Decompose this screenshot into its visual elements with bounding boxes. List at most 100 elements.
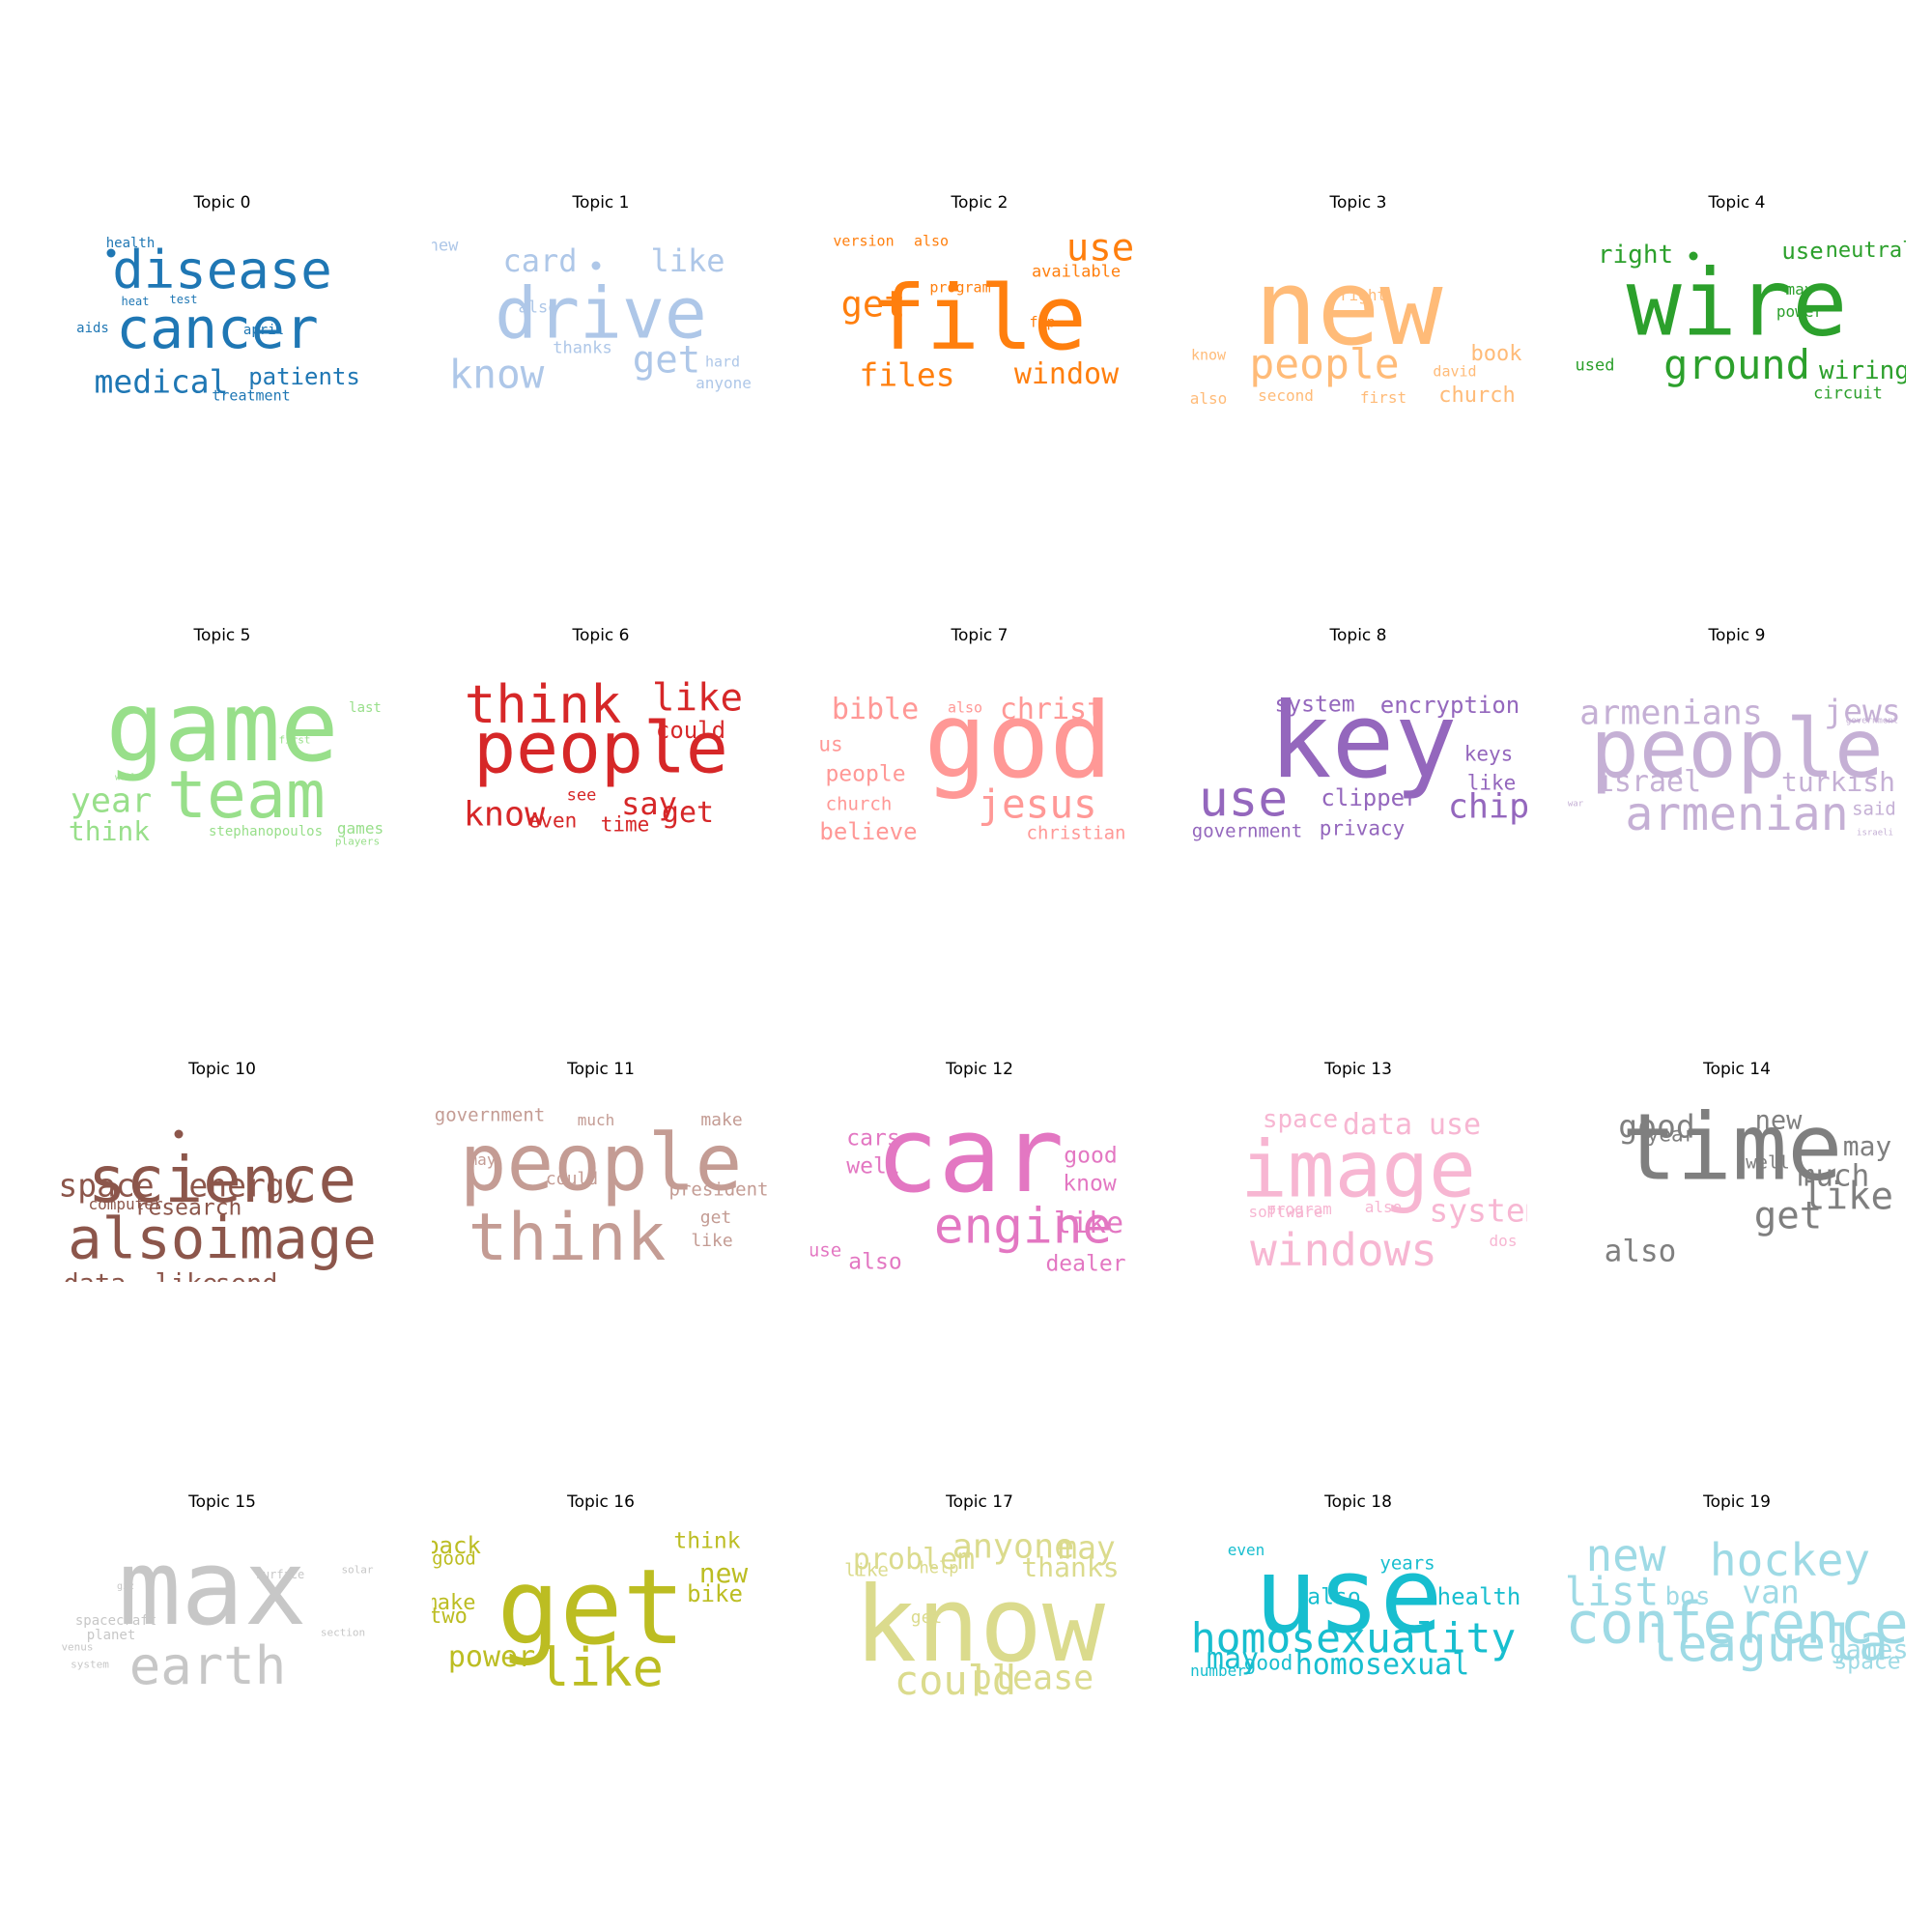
- wordcloud-word: power: [1776, 302, 1824, 321]
- wordcloud-word: good: [1618, 1107, 1695, 1146]
- wordcloud-word: know: [1063, 1171, 1117, 1197]
- wordcloud: key use chip system encryption keys like clippe…: [1189, 655, 1527, 848]
- wordcloud-word: government: [1191, 820, 1303, 842]
- wordcloud-word: may: [1058, 1528, 1116, 1567]
- wordcloud-word: also: [1307, 1584, 1361, 1610]
- panel-title: Topic 8: [1329, 626, 1387, 645]
- wordcloud: science alsoimage space energy computer resea…: [53, 1089, 391, 1282]
- wordcloud-word: get: [497, 1548, 686, 1668]
- wordcloud-word: armenians: [1579, 694, 1763, 733]
- wordcloud-word: use: [1428, 1108, 1482, 1142]
- wordcloud-dot: [174, 1129, 184, 1139]
- wordcloud-word: neutral: [1825, 239, 1906, 263]
- wordcloud-word: games: [1830, 1634, 1906, 1665]
- wordcloud-word: system: [1429, 1191, 1527, 1230]
- wordcloud-word: get: [1753, 1194, 1823, 1238]
- wordcloud: car engine cars well good know like use also deal…: [810, 1089, 1149, 1282]
- wordcloud-panel-topic-7: Topic 7 god jesus bible christ also us people ch…: [810, 626, 1149, 848]
- wordcloud-word: government: [434, 1104, 546, 1126]
- wordcloud-word: team: [167, 757, 326, 834]
- panel-title: Topic 16: [567, 1492, 635, 1512]
- wordcloud-word: card: [502, 242, 578, 279]
- wordcloud-word: jesus: [978, 781, 1097, 828]
- panel-title: Topic 5: [193, 626, 251, 645]
- wordcloud-word: christian: [1026, 822, 1126, 844]
- wordcloud-word: people: [1249, 340, 1400, 389]
- wordcloud-word: get: [840, 283, 906, 326]
- wordcloud-word: even: [1227, 1541, 1265, 1559]
- wordcloud-word: right: [1597, 241, 1674, 270]
- wordcloud-word: use: [1198, 771, 1289, 829]
- wordcloud-word: earth: [128, 1635, 287, 1696]
- wordcloud-word: please: [971, 1659, 1094, 1698]
- wordcloud-word: god: [923, 681, 1113, 802]
- panel-title: Topic 3: [1329, 193, 1387, 213]
- wordcloud: max earth surface solar giz spacecraft planet v…: [53, 1521, 391, 1715]
- wordcloud-word: image: [1240, 1124, 1476, 1216]
- wordcloud-word: new: [1254, 248, 1443, 369]
- wordcloud-word: like: [1803, 1175, 1893, 1219]
- wordcloud-panel-topic-1: Topic 1 drive card like know get new also thanks…: [432, 193, 770, 415]
- panel-title: Topic 1: [572, 193, 630, 213]
- wordcloud-dot: [1689, 251, 1698, 261]
- wordcloud-word: also: [1364, 1198, 1403, 1216]
- wordcloud-word: science: [87, 1143, 357, 1217]
- wordcloud-word: health: [1436, 1583, 1521, 1610]
- wordcloud-word: new: [432, 236, 459, 256]
- wordcloud-word: say: [621, 785, 677, 822]
- wordcloud-word: like: [155, 1271, 217, 1283]
- wordcloud-word: giz: [116, 1581, 135, 1592]
- wordcloud-word: israel: [1596, 765, 1702, 799]
- wordcloud-word: israeli: [1857, 828, 1893, 838]
- wordcloud-word: armenian: [1625, 787, 1849, 841]
- wordcloud-word: heat: [121, 295, 150, 308]
- wordcloud-word: us: [818, 732, 843, 756]
- wordcloud-word: year: [1646, 1122, 1696, 1147]
- wordcloud-word: treatment: [212, 386, 291, 405]
- wordcloud-word: league: [1647, 1616, 1827, 1674]
- wordcloud-word: hard: [704, 353, 741, 371]
- wordcloud-word: also: [1604, 1234, 1677, 1269]
- wordcloud-word: anyone: [952, 1527, 1075, 1567]
- wordcloud-word: chip: [1447, 787, 1527, 827]
- wordcloud-word: keys: [1463, 742, 1514, 766]
- wordcloud-word: like: [650, 242, 725, 279]
- wordcloud-word: good: [1243, 1651, 1293, 1675]
- wordcloud-word: see: [566, 785, 597, 806]
- wordcloud: people armenians jews armenian israel turkish…: [1568, 655, 1906, 848]
- wordcloud-panel-topic-12: Topic 12 car engine cars well good know like use…: [810, 1060, 1149, 1282]
- wordcloud-word: dos: [1489, 1232, 1518, 1250]
- wordcloud-word: stephanopoulos: [208, 824, 324, 839]
- wordcloud-word: may: [1842, 1130, 1892, 1162]
- wordcloud-word: president: [668, 1179, 769, 1201]
- wordcloud-panel-topic-5: Topic 5 game team year think last first well ste…: [53, 626, 391, 848]
- wordcloud-word: thanks: [553, 338, 612, 358]
- wordcloud-panel-topic-9: Topic 9 people armenians jews armenian israel…: [1568, 626, 1906, 848]
- wordcloud-word: version: [833, 232, 895, 250]
- wordcloud: know could please problem anyone may like help t…: [810, 1521, 1149, 1715]
- wordcloud-word: new: [698, 1557, 749, 1589]
- panel-title: Topic 11: [567, 1060, 635, 1079]
- wordcloud-word: available: [1031, 262, 1122, 282]
- wordcloud-word: venus: [61, 1640, 94, 1654]
- wordcloud-word: david: [1433, 362, 1477, 381]
- wordcloud-word: church: [1438, 384, 1516, 408]
- wordcloud-word: energy: [188, 1166, 304, 1205]
- wordcloud-dot: [591, 261, 601, 270]
- wordcloud-word: space: [58, 1166, 155, 1205]
- wordcloud-word: drive: [495, 272, 707, 355]
- wordcloud-panel-topic-10: Topic 10 science alsoimage space energy compu…: [53, 1060, 391, 1282]
- wordcloud-panel-topic-13: Topic 13 image windows space data use software…: [1189, 1060, 1527, 1282]
- wordcloud-panel-topic-0: Topic 0 disease cancer medical patients treat…: [53, 193, 391, 415]
- wordcloud-word: send: [214, 1271, 277, 1283]
- wordcloud-word: two: [432, 1605, 468, 1629]
- wordcloud-word: believe: [819, 818, 918, 845]
- wordcloud-word: well: [115, 773, 136, 783]
- wordcloud-word: section: [320, 1626, 366, 1639]
- panel-title: Topic 4: [1708, 193, 1766, 213]
- wordcloud-word: help: [919, 1558, 959, 1578]
- wordcloud-word: april: [242, 323, 285, 338]
- wordcloud-word: research: [134, 1195, 242, 1221]
